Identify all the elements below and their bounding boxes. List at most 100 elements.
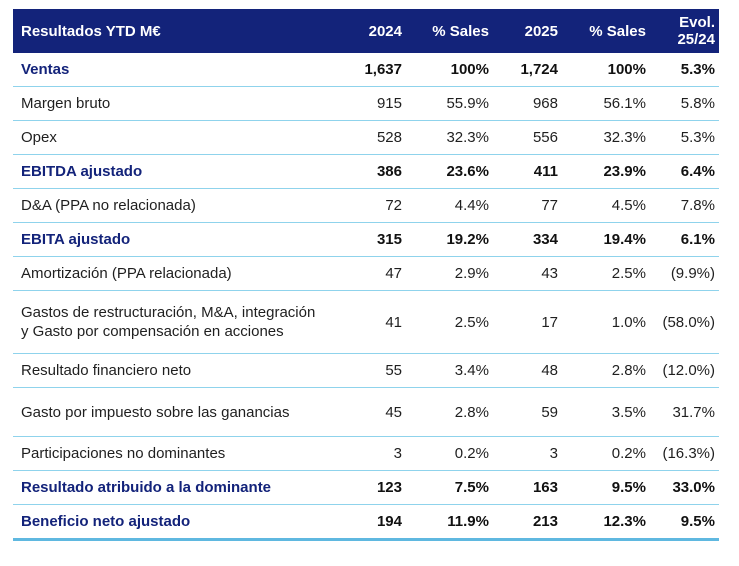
cell-2024: 55 xyxy=(329,353,406,388)
table-row-resultado-dominante: Resultado atribuido a la dominante 123 7… xyxy=(13,470,719,505)
row-label: EBITA ajustado xyxy=(13,222,329,257)
cell-evol: 5.8% xyxy=(650,86,719,121)
cell-2025: 3 xyxy=(493,436,562,471)
cell-sales-2025: 23.9% xyxy=(562,154,650,189)
cell-sales-2025: 3.5% xyxy=(562,387,650,437)
cell-sales-2024: 7.5% xyxy=(406,470,493,505)
cell-sales-2024: 3.4% xyxy=(406,353,493,388)
cell-2024: 915 xyxy=(329,86,406,121)
row-label: Participaciones no dominantes xyxy=(13,436,329,471)
table-row-ebitda: EBITDA ajustado 386 23.6% 411 23.9% 6.4% xyxy=(13,154,719,189)
row-label: Opex xyxy=(13,120,329,155)
cell-evol: 7.8% xyxy=(650,188,719,223)
cell-2025: 59 xyxy=(493,387,562,437)
row-label: Gastos de restructuración, M&A, integrac… xyxy=(13,290,329,354)
cell-2024: 3 xyxy=(329,436,406,471)
cell-sales-2024: 2.8% xyxy=(406,387,493,437)
cell-sales-2024: 2.9% xyxy=(406,256,493,291)
table-row-beneficio-neto: Beneficio neto ajustado 194 11.9% 213 12… xyxy=(13,504,719,541)
row-label: Amortización (PPA relacionada) xyxy=(13,256,329,291)
cell-sales-2025: 1.0% xyxy=(562,290,650,354)
cell-2024: 72 xyxy=(329,188,406,223)
cell-2024: 41 xyxy=(329,290,406,354)
cell-2025: 968 xyxy=(493,86,562,121)
table-header-row: Resultados YTD M€ 2024 % Sales 2025 % Sa… xyxy=(13,9,719,53)
row-label: EBITDA ajustado xyxy=(13,154,329,189)
row-label: Gasto por impuesto sobre las ganancias xyxy=(13,387,329,437)
row-label: Margen bruto xyxy=(13,86,329,121)
cell-sales-2024: 19.2% xyxy=(406,222,493,257)
cell-2024: 45 xyxy=(329,387,406,437)
header-evol-line2: 25/24 xyxy=(677,31,715,48)
table-row-ventas: Ventas 1,637 100% 1,724 100% 5.3% xyxy=(13,53,719,87)
results-table: Resultados YTD M€ 2024 % Sales 2025 % Sa… xyxy=(13,9,719,541)
cell-2024: 123 xyxy=(329,470,406,505)
cell-2025: 17 xyxy=(493,290,562,354)
cell-sales-2024: 0.2% xyxy=(406,436,493,471)
cell-evol: (9.9%) xyxy=(650,256,719,291)
cell-sales-2025: 4.5% xyxy=(562,188,650,223)
cell-sales-2024: 100% xyxy=(406,53,493,87)
table-row-participaciones: Participaciones no dominantes 3 0.2% 3 0… xyxy=(13,436,719,471)
cell-sales-2025: 0.2% xyxy=(562,436,650,471)
cell-2025: 163 xyxy=(493,470,562,505)
cell-sales-2025: 2.8% xyxy=(562,353,650,388)
table-row-ebita: EBITA ajustado 315 19.2% 334 19.4% 6.1% xyxy=(13,222,719,257)
results-table-container: Resultados YTD M€ 2024 % Sales 2025 % Sa… xyxy=(13,9,719,541)
cell-2024: 528 xyxy=(329,120,406,155)
cell-sales-2024: 2.5% xyxy=(406,290,493,354)
header-sales-2024: % Sales xyxy=(406,9,493,53)
cell-evol: 5.3% xyxy=(650,120,719,155)
cell-evol: 31.7% xyxy=(650,387,719,437)
cell-sales-2025: 100% xyxy=(562,53,650,87)
cell-evol: 6.1% xyxy=(650,222,719,257)
row-label: D&A (PPA no relacionada) xyxy=(13,188,329,223)
table-row-impuesto: Gasto por impuesto sobre las ganancias 4… xyxy=(13,387,719,437)
row-label: Beneficio neto ajustado xyxy=(13,504,329,541)
row-label: Resultado financiero neto xyxy=(13,353,329,388)
cell-2024: 1,637 xyxy=(329,53,406,87)
table-row-restructuracion: Gastos de restructuración, M&A, integrac… xyxy=(13,290,719,354)
cell-2025: 1,724 xyxy=(493,53,562,87)
cell-sales-2025: 12.3% xyxy=(562,504,650,541)
cell-sales-2025: 9.5% xyxy=(562,470,650,505)
header-title: Resultados YTD M€ xyxy=(13,9,329,53)
header-2024: 2024 xyxy=(329,9,406,53)
cell-2024: 194 xyxy=(329,504,406,541)
cell-evol: (12.0%) xyxy=(650,353,719,388)
header-sales-2025: % Sales xyxy=(562,9,650,53)
cell-2024: 386 xyxy=(329,154,406,189)
cell-sales-2024: 55.9% xyxy=(406,86,493,121)
row-label: Resultado atribuido a la dominante xyxy=(13,470,329,505)
cell-sales-2025: 2.5% xyxy=(562,256,650,291)
cell-2025: 213 xyxy=(493,504,562,541)
cell-2025: 334 xyxy=(493,222,562,257)
cell-sales-2024: 4.4% xyxy=(406,188,493,223)
cell-sales-2025: 56.1% xyxy=(562,86,650,121)
cell-sales-2025: 19.4% xyxy=(562,222,650,257)
cell-evol: 33.0% xyxy=(650,470,719,505)
table-row-opex: Opex 528 32.3% 556 32.3% 5.3% xyxy=(13,120,719,155)
cell-2025: 556 xyxy=(493,120,562,155)
cell-2025: 43 xyxy=(493,256,562,291)
cell-2025: 48 xyxy=(493,353,562,388)
cell-evol: (16.3%) xyxy=(650,436,719,471)
table-row-margen-bruto: Margen bruto 915 55.9% 968 56.1% 5.8% xyxy=(13,86,719,121)
cell-evol: 9.5% xyxy=(650,504,719,541)
cell-2025: 77 xyxy=(493,188,562,223)
cell-2024: 315 xyxy=(329,222,406,257)
cell-sales-2024: 23.6% xyxy=(406,154,493,189)
table-row-da: D&A (PPA no relacionada) 72 4.4% 77 4.5%… xyxy=(13,188,719,223)
header-evol-line1: Evol. xyxy=(679,14,715,31)
cell-evol: 6.4% xyxy=(650,154,719,189)
row-label: Ventas xyxy=(13,53,329,87)
header-evol: Evol. 25/24 xyxy=(650,9,719,53)
cell-2024: 47 xyxy=(329,256,406,291)
table-row-amortizacion: Amortización (PPA relacionada) 47 2.9% 4… xyxy=(13,256,719,291)
cell-sales-2024: 11.9% xyxy=(406,504,493,541)
cell-sales-2025: 32.3% xyxy=(562,120,650,155)
cell-evol: (58.0%) xyxy=(650,290,719,354)
table-row-resultado-financiero: Resultado financiero neto 55 3.4% 48 2.8… xyxy=(13,353,719,388)
cell-2025: 411 xyxy=(493,154,562,189)
cell-evol: 5.3% xyxy=(650,53,719,87)
